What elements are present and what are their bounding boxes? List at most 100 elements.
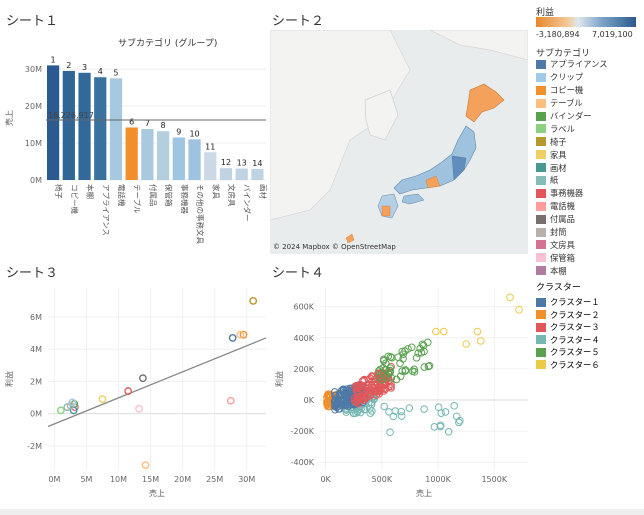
bar[interactable] xyxy=(141,128,154,180)
cluster-point[interactable] xyxy=(444,427,453,436)
bar[interactable] xyxy=(78,72,91,180)
cluster-point[interactable] xyxy=(364,389,372,398)
cluster-point[interactable] xyxy=(323,393,331,402)
cluster-legend-item[interactable]: クラスター１ xyxy=(536,296,642,309)
cluster-point[interactable] xyxy=(386,366,394,375)
cluster-point[interactable] xyxy=(397,407,406,416)
cluster-point[interactable] xyxy=(398,347,407,356)
cluster-point[interactable] xyxy=(366,390,375,398)
subcat-legend-item[interactable]: ラベル xyxy=(536,122,640,135)
subcat-legend-item[interactable]: 画材 xyxy=(536,161,640,174)
scatter-point[interactable] xyxy=(56,406,65,415)
scatter-point[interactable] xyxy=(239,330,248,339)
subcat-legend-item[interactable]: コピー機 xyxy=(536,84,640,97)
cluster-point[interactable] xyxy=(473,327,482,336)
scatter-point[interactable] xyxy=(226,396,235,405)
scatter-point[interactable] xyxy=(236,330,245,339)
cluster-point[interactable] xyxy=(360,375,368,384)
subcat-legend-item[interactable]: 事務機器 xyxy=(536,187,640,200)
cluster-point[interactable] xyxy=(331,405,339,414)
cluster-point[interactable] xyxy=(476,337,485,345)
cluster-point[interactable] xyxy=(335,402,343,410)
cluster-point[interactable] xyxy=(386,428,394,437)
scatter-point[interactable] xyxy=(124,387,133,395)
cluster-point[interactable] xyxy=(441,408,450,416)
bar[interactable] xyxy=(157,131,170,180)
cluster-point[interactable] xyxy=(450,402,459,410)
cluster-point[interactable] xyxy=(377,385,386,393)
cluster-point[interactable] xyxy=(414,349,423,357)
cluster-point[interactable] xyxy=(515,305,523,314)
cluster-point[interactable] xyxy=(385,408,393,416)
bar[interactable] xyxy=(219,168,233,180)
cluster-point[interactable] xyxy=(366,409,375,417)
trend-line[interactable] xyxy=(47,337,267,428)
subcat-legend-item[interactable]: 家具 xyxy=(536,148,640,161)
cluster-point[interactable] xyxy=(368,372,376,380)
cluster-point[interactable] xyxy=(397,412,406,420)
cluster-point[interactable] xyxy=(351,383,359,392)
cluster-point[interactable] xyxy=(462,340,470,348)
cluster-legend-item[interactable]: クラスター２ xyxy=(536,309,642,322)
profit-color-ramp[interactable] xyxy=(536,17,636,27)
cluster-point[interactable] xyxy=(401,367,410,375)
cluster-legend-item[interactable]: クラスター４ xyxy=(536,334,642,347)
bar[interactable] xyxy=(204,152,217,180)
cluster-point[interactable] xyxy=(412,354,421,362)
cluster-legend-item[interactable]: クラスター３ xyxy=(536,321,642,334)
cluster-point[interactable] xyxy=(375,377,384,386)
sales-profit-scatter[interactable]: 0M 5M 10M 15M 20M 25M 30M -2M 0M 2M 4M 6M 売上 利益 xyxy=(0,280,268,502)
cluster-point[interactable] xyxy=(416,344,424,353)
cluster-point[interactable] xyxy=(384,382,393,391)
subcat-legend-item[interactable]: 封筒 xyxy=(536,226,640,239)
bar[interactable] xyxy=(172,137,185,180)
bar[interactable] xyxy=(47,65,60,180)
cluster-point[interactable] xyxy=(386,364,395,372)
bar[interactable] xyxy=(125,127,138,180)
cluster-point[interactable] xyxy=(367,400,376,409)
scatter-point[interactable] xyxy=(141,461,150,470)
subcat-legend-item[interactable]: 紙 xyxy=(536,174,640,187)
cluster-point[interactable] xyxy=(380,402,389,411)
cluster-point[interactable] xyxy=(399,354,407,363)
cluster-legend-item[interactable]: クラスター６ xyxy=(536,359,642,372)
map-view[interactable]: © 2024 Mapbox © OpenStreetMap xyxy=(270,30,528,254)
bar-chart[interactable]: 0M 10M 20M 30M 売上 1 椅子 2 コピー機 3 本棚 4 アプライアンス 5 電話機 6 テーブ… xyxy=(0,48,268,258)
subcat-legend-item[interactable]: 付属品 xyxy=(536,213,640,226)
subcat-legend-item[interactable]: クリップ xyxy=(536,71,640,84)
cluster-point[interactable] xyxy=(386,353,395,361)
bar[interactable] xyxy=(94,77,107,180)
cluster-point[interactable] xyxy=(410,368,419,376)
scatter-point[interactable] xyxy=(68,398,77,407)
cluster-point[interactable] xyxy=(375,373,383,382)
subcat-legend-item[interactable]: 椅子 xyxy=(536,135,640,148)
scatter-point[interactable] xyxy=(98,395,107,404)
cluster-point[interactable] xyxy=(332,391,340,400)
bar[interactable] xyxy=(62,70,75,180)
bar[interactable] xyxy=(109,78,123,180)
cluster-point[interactable] xyxy=(410,365,418,374)
cluster-point[interactable] xyxy=(418,340,427,349)
cluster-point[interactable] xyxy=(407,343,416,352)
cluster-point[interactable] xyxy=(452,412,461,421)
cluster-point[interactable] xyxy=(506,293,514,302)
cluster-point[interactable] xyxy=(437,409,446,417)
cluster-point[interactable] xyxy=(436,422,445,431)
cluster-point[interactable] xyxy=(389,412,398,421)
cluster-point[interactable] xyxy=(370,381,379,390)
subcat-legend-item[interactable]: 本棚 xyxy=(536,264,640,277)
cluster-point[interactable] xyxy=(388,353,396,362)
subcat-legend-item[interactable]: 文房具 xyxy=(536,238,640,251)
cluster-point[interactable] xyxy=(405,404,414,412)
subcat-legend-item[interactable]: アプライアンス xyxy=(536,58,640,71)
cluster-point[interactable] xyxy=(392,375,401,384)
cluster-point[interactable] xyxy=(420,363,429,371)
subcat-legend-item[interactable]: テーブル xyxy=(536,97,640,110)
scatter-point[interactable] xyxy=(228,334,237,342)
cluster-point[interactable] xyxy=(398,367,407,375)
cluster-point[interactable] xyxy=(420,405,428,413)
cluster-point[interactable] xyxy=(368,377,376,386)
cluster-point[interactable] xyxy=(352,381,360,390)
scatter-point[interactable] xyxy=(135,404,143,413)
bar[interactable] xyxy=(188,139,201,180)
